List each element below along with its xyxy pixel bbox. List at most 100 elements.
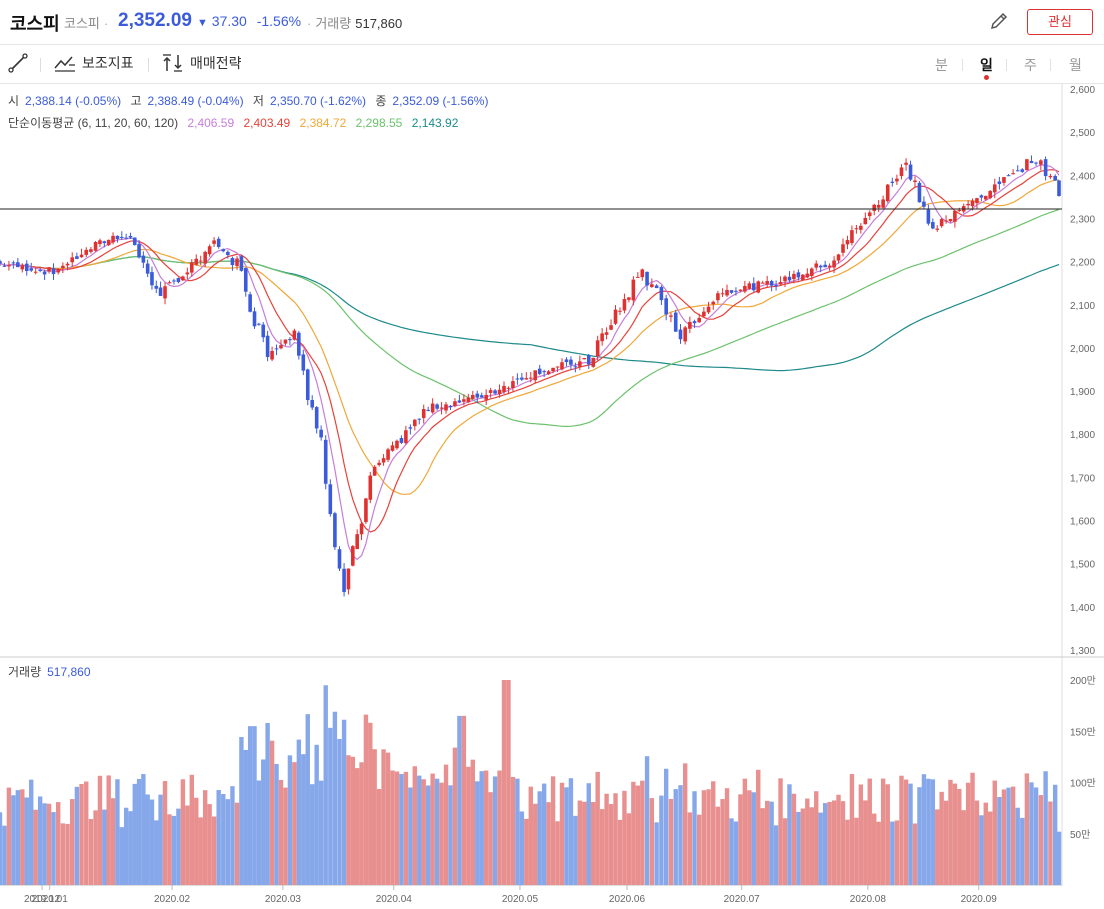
candle-body — [137, 244, 141, 258]
candle-body — [688, 321, 692, 329]
volume-bar — [1015, 807, 1020, 885]
candle-body — [252, 311, 257, 327]
period-day-tab[interactable]: 일 — [980, 57, 993, 73]
volume-bar — [649, 798, 655, 885]
price-chart[interactable]: 2,600 2,500 2,400 2,300 2,200 2,100 2,000 1,900… — [0, 84, 1104, 909]
volume-bar — [573, 815, 578, 885]
candle-body — [600, 333, 604, 342]
candle-body — [729, 290, 734, 293]
volume-bar — [84, 781, 89, 885]
volume-bar — [858, 784, 864, 885]
volume-bar — [773, 825, 779, 885]
candle-body — [355, 534, 359, 550]
candle-body — [158, 287, 163, 296]
candle-body — [845, 240, 850, 245]
volume-bar — [434, 778, 440, 885]
candle-body — [395, 440, 399, 449]
volume-bar — [510, 776, 516, 885]
volume-bar — [586, 783, 591, 885]
period-week-tab[interactable]: 주 — [1024, 57, 1037, 73]
volume-bar — [154, 820, 159, 885]
candle-body — [24, 263, 29, 272]
candle-body — [988, 191, 992, 199]
strategy-button[interactable]: 매매전략 — [162, 53, 242, 73]
candle-body — [342, 568, 346, 593]
volume-bar — [733, 821, 739, 885]
volume-bar — [394, 771, 400, 885]
volume-bar — [452, 747, 458, 885]
candle-body — [706, 306, 711, 313]
candle-body — [226, 251, 230, 256]
candle-body — [1043, 159, 1048, 177]
candle-body — [89, 249, 93, 252]
candle-body — [664, 298, 668, 315]
volume-bar — [278, 779, 284, 885]
candle-body — [167, 282, 172, 284]
volume-bar — [102, 809, 107, 885]
volume-bar — [457, 715, 462, 885]
candle-body — [520, 377, 524, 380]
volume-bar — [176, 808, 181, 885]
volume-bar — [1001, 789, 1007, 885]
volume-bar — [385, 752, 391, 885]
volume-bar — [97, 775, 103, 885]
candle-body — [725, 290, 729, 296]
volume-bar — [15, 790, 21, 885]
candle-body — [198, 260, 203, 262]
volume-bar — [1048, 801, 1053, 885]
volume-bar — [180, 779, 186, 885]
volume-bar — [608, 803, 614, 885]
candle-body — [542, 371, 546, 373]
date-tick-label: 2020.08 — [850, 894, 887, 905]
volume-bar — [555, 821, 560, 885]
candle-body — [774, 285, 778, 287]
candle-body — [239, 256, 244, 271]
volume-bar — [814, 791, 819, 885]
volume-bar — [318, 780, 324, 885]
watchlist-button[interactable]: 관심 — [1027, 9, 1093, 35]
candle-body — [935, 228, 940, 230]
candle-body — [466, 397, 471, 403]
candle-body — [479, 395, 484, 398]
candle-body — [841, 244, 845, 253]
date-tick-label: 2020.06 — [609, 894, 646, 905]
volume-bar — [997, 796, 1002, 885]
volume-bar — [659, 795, 664, 885]
volume-bar — [948, 779, 953, 885]
candle-body — [769, 280, 774, 286]
period-minute-tab[interactable]: 분 — [935, 57, 948, 73]
candle-body — [1002, 177, 1006, 183]
volume-bar — [51, 812, 56, 885]
candle-body — [551, 367, 555, 372]
volume-bar — [37, 796, 43, 885]
volume-bar — [296, 739, 302, 885]
candle-body — [827, 265, 832, 268]
candle-body — [119, 236, 124, 238]
date-tick-label: 2020.03 — [265, 894, 302, 905]
candle-body — [506, 387, 511, 389]
volume-bar — [110, 798, 116, 885]
volume-bar — [622, 790, 627, 885]
volume-bar — [314, 744, 319, 885]
candle-body — [359, 523, 364, 535]
indicator-button[interactable]: 보조지표 — [54, 53, 134, 73]
candle-body — [609, 325, 613, 330]
pencil-icon[interactable] — [988, 10, 1010, 32]
volume-bar — [970, 772, 975, 885]
candle-body — [650, 284, 654, 288]
candle-body — [867, 212, 872, 217]
candle-body — [872, 204, 877, 211]
draw-tool-button[interactable] — [8, 53, 28, 73]
period-month-tab[interactable]: 월 — [1069, 57, 1082, 73]
volume-bar — [479, 771, 484, 885]
candle-body — [555, 366, 560, 368]
volume-bar — [256, 780, 262, 885]
candle-body — [1006, 175, 1011, 177]
volume-bar — [701, 790, 707, 885]
volume-bar — [24, 797, 29, 885]
volume-bar — [546, 802, 551, 885]
candle-body — [274, 348, 279, 350]
volume-bar — [613, 793, 618, 885]
candle-body — [876, 204, 881, 208]
candle-body — [823, 264, 827, 268]
